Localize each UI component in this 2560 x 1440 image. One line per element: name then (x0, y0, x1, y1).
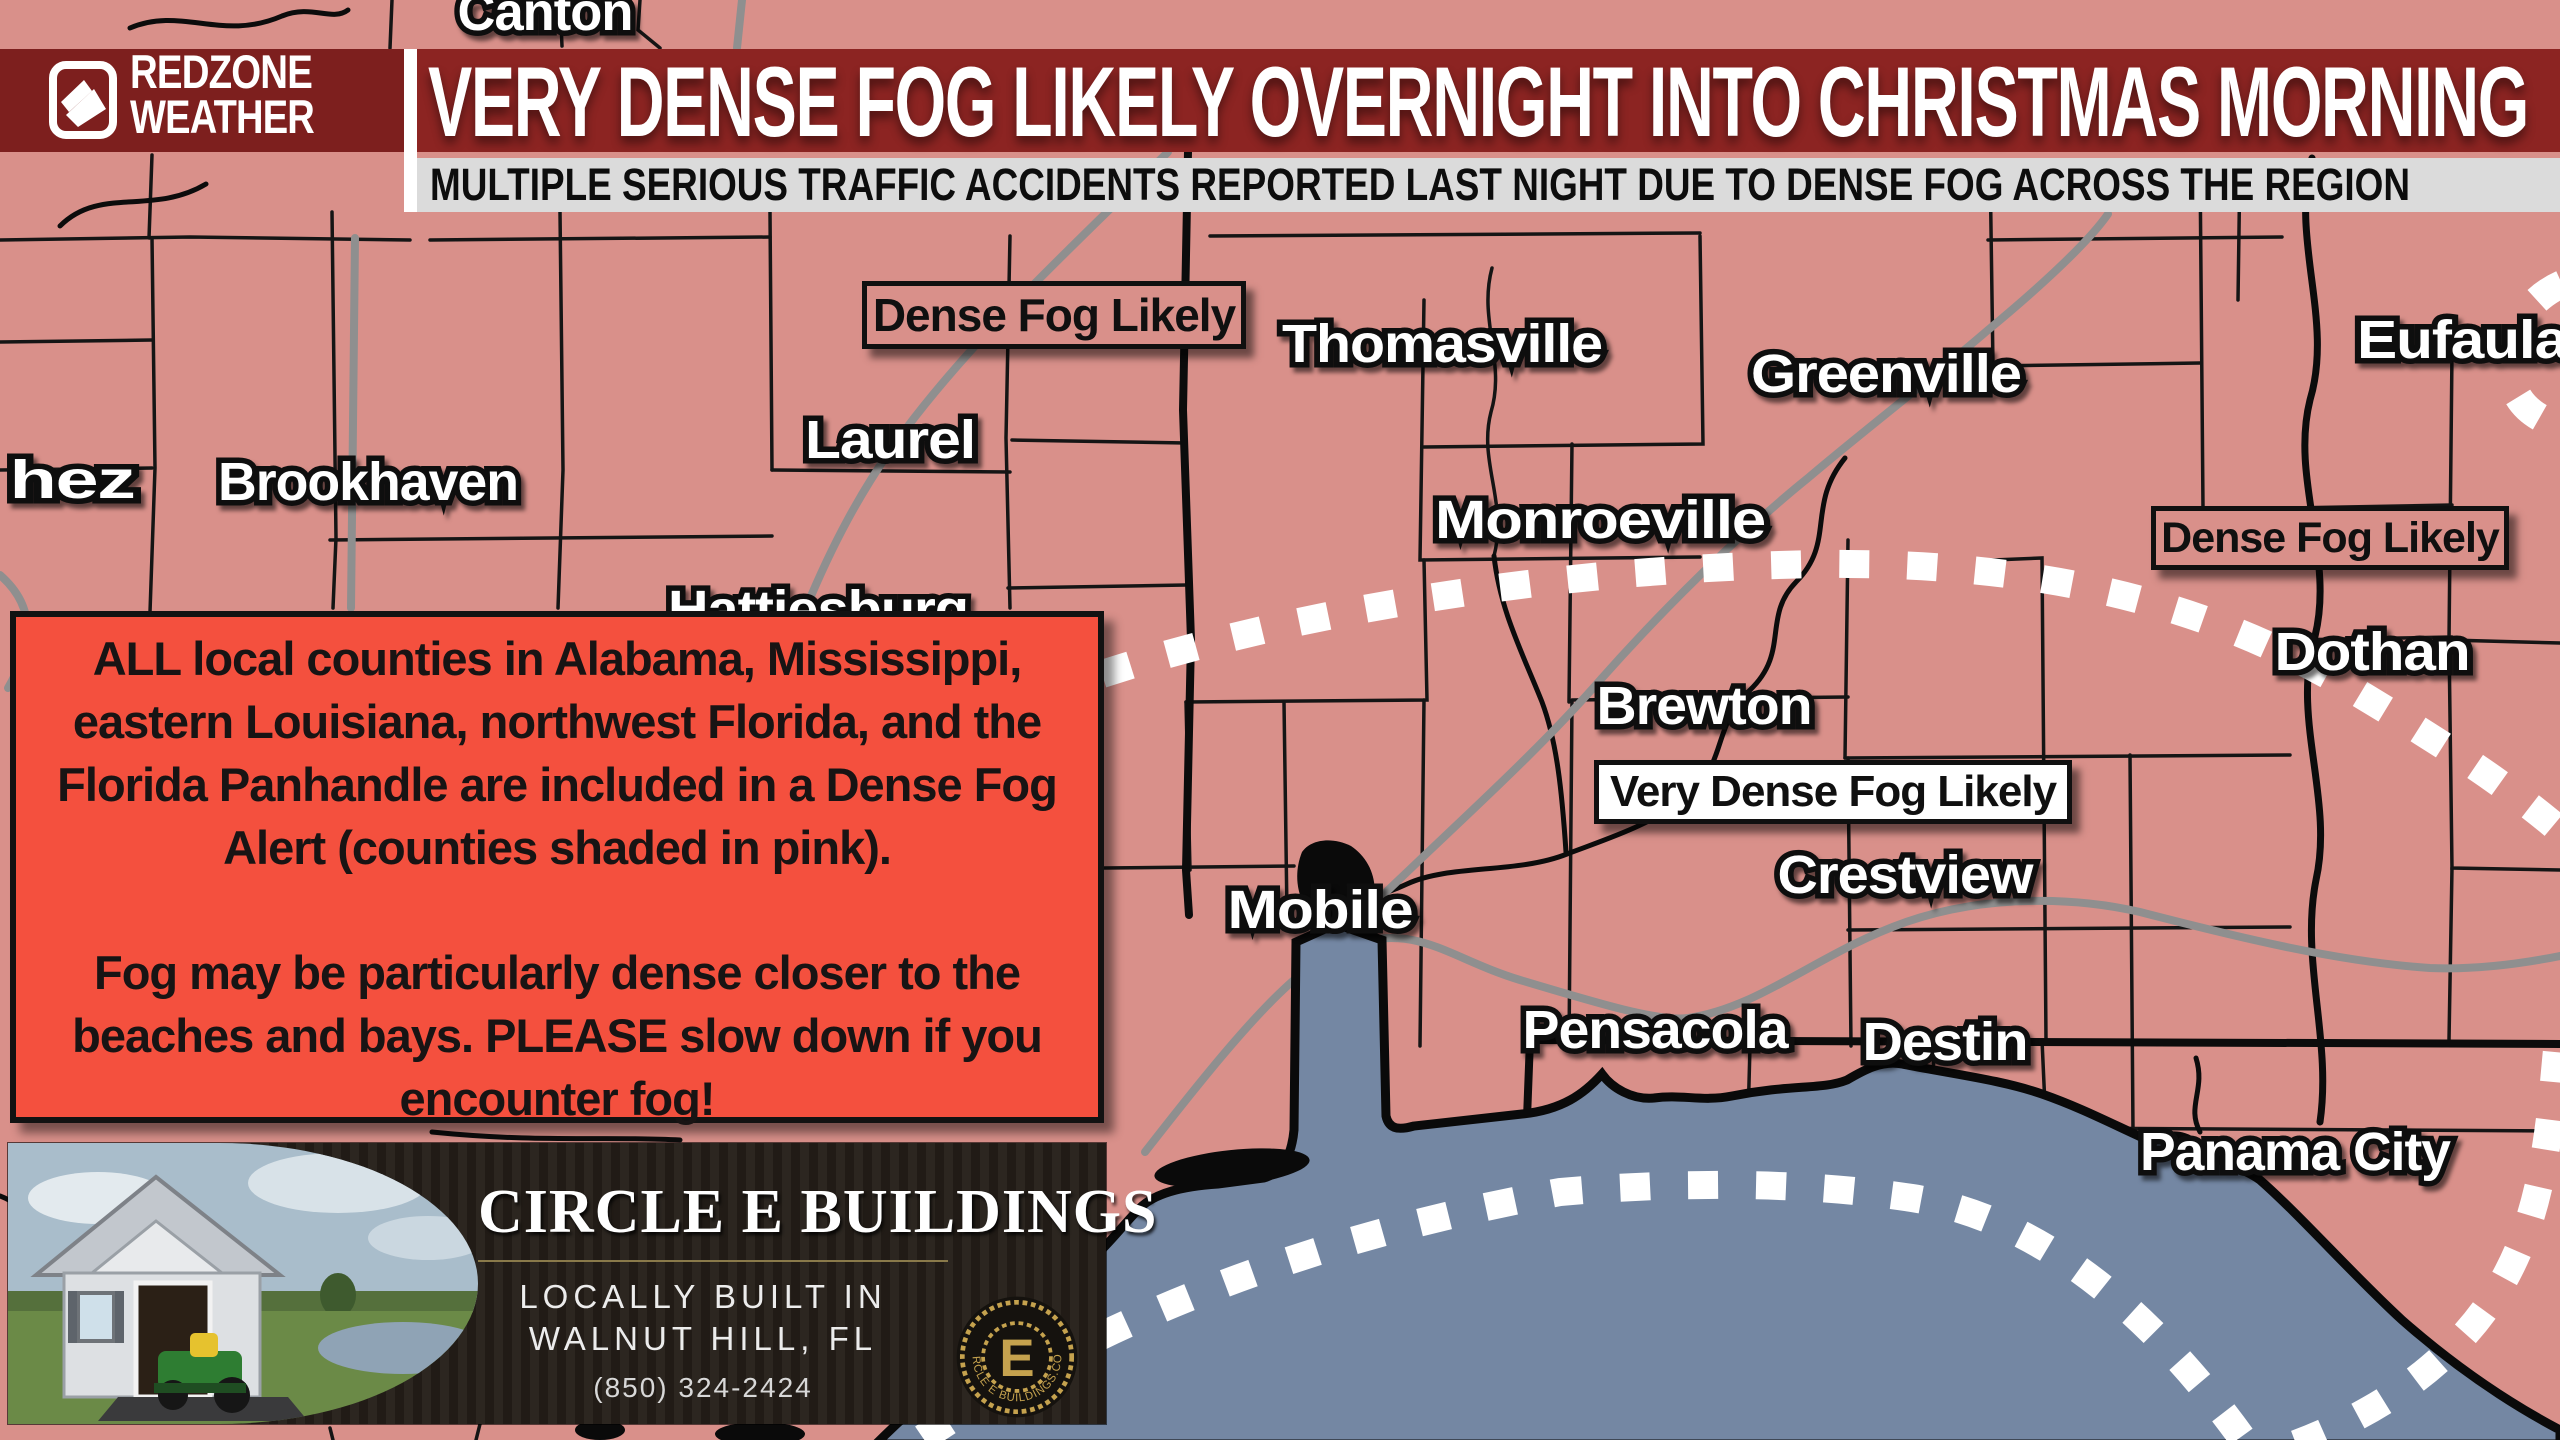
ad-logo-letter: E (999, 1329, 1034, 1388)
dashed-arc-southeast (2291, 1036, 2560, 1440)
ad-text-block: CIRCLE E BUILDINGS LOCALLY BUILT IN WALN… (478, 1143, 1158, 1424)
dense-fog-likely-label-east: Dense Fog Likely (2151, 506, 2509, 570)
header-banner (0, 49, 2560, 152)
city-label-thomasville: Thomasville (1282, 314, 1602, 374)
fog-zone-dashed-boundary (895, 271, 2560, 1440)
dashed-arc-north (1097, 549, 2560, 845)
dashed-arc-south (895, 1170, 2261, 1440)
headline: VERY DENSE FOG LIKELY OVERNIGHT INTO CHR… (428, 46, 2528, 157)
logo-block (0, 49, 404, 152)
city-label-canton: Canton (458, 0, 633, 42)
shed-photo (8, 1143, 478, 1424)
city-label-panama-city: Panama City (2140, 1122, 2451, 1182)
city-label-crestview: Crestview (1778, 845, 2035, 905)
zone-label-text: Very Dense Fog Likely (1609, 767, 2057, 816)
city-label-laurel: Laurel (805, 410, 975, 470)
subtitle-bar (417, 158, 2560, 212)
header-text: REDZONE WEATHER VERY DENSE FOG LIKELY OV… (130, 45, 2530, 210)
brand-line1: REDZONE (130, 45, 312, 98)
marsh-shapes (575, 840, 1375, 1440)
dashed-arc-northeast-corner (2495, 271, 2560, 440)
subheadline: MULTIPLE SERIOUS TRAFFIC ACCIDENTS REPOR… (430, 159, 2410, 210)
road-canton (733, 0, 746, 52)
city-label-greenville: Greenville (1751, 344, 2021, 404)
ad-gold-divider (478, 1260, 948, 1262)
very-dense-fog-likely-label: Very Dense Fog Likely (1594, 760, 2072, 824)
brand-line2: WEATHER (130, 90, 314, 143)
city-label-monroeville: Monroeville (1435, 490, 1765, 550)
redzone-weather-flag-icon (49, 61, 117, 139)
dense-fog-likely-label-west: Dense Fog Likely (862, 281, 1246, 349)
ad-brand-name: CIRCLE E BUILDINGS (478, 1178, 1158, 1246)
city-label-natchez: hez (10, 450, 135, 510)
city-label-brookhaven: Brookhaven (218, 452, 518, 512)
road-i65 (1326, 210, 2112, 952)
zone-label-text: Dense Fog Likely (2161, 513, 2500, 562)
zone-label-text: Dense Fog Likely (872, 289, 1236, 341)
header-divider (404, 49, 417, 212)
ad-tagline-line1: LOCALLY BUILT IN (519, 1278, 887, 1315)
circle-e-logo: E CIRCLE E BUILDINGS.COM (951, 1291, 1078, 1418)
city-label-pensacola: Pensacola (1523, 1000, 1790, 1060)
city-label-dothan: Dothan (2275, 622, 2470, 682)
sponsor-ad-banner: CIRCLE E BUILDINGS LOCALLY BUILT IN WALN… (8, 1143, 1158, 1424)
city-label-mobile: Mobile (1228, 880, 1413, 940)
road-i59 (802, 148, 1172, 612)
city-label-eufaula: Eufaula (2357, 310, 2560, 370)
city-label-brewton: Brewton (1597, 676, 1812, 736)
fog-alert-text-box: ALL local counties in Alabama, Mississip… (10, 611, 1104, 1125)
ad-tagline-line2: WALNUT HILL, FL (528, 1320, 878, 1357)
alert-paragraph-2: Fog may be particularly dense closer to … (72, 946, 1043, 1125)
city-label-destin: Destin (1863, 1012, 2028, 1072)
ad-phone-number: (850) 324-2424 (593, 1372, 813, 1403)
road-i55 (347, 234, 359, 612)
alert-paragraph-1: ALL local counties in Alabama, Mississip… (57, 632, 1058, 874)
